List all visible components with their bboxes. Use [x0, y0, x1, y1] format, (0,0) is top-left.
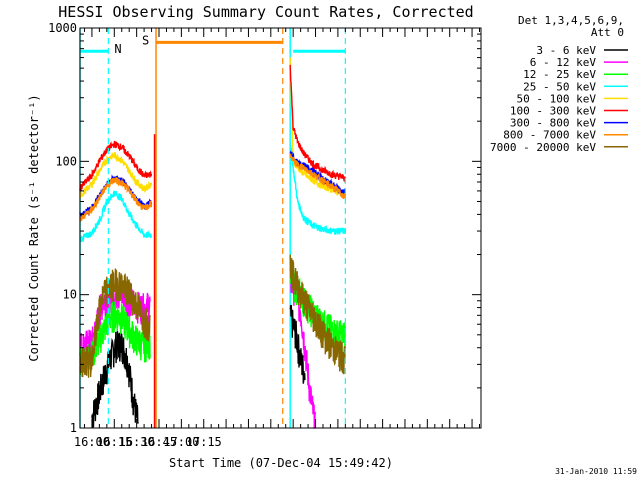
- flag-s-label: S: [142, 33, 149, 47]
- timestamp: 31-Jan-2010 11:59: [555, 467, 637, 476]
- legend-entry-100-300-kev: 100 - 300 keV: [510, 105, 596, 118]
- series-line-800-7000-kev-late: [289, 153, 346, 199]
- series-line-12-25-kev-late: [289, 254, 346, 352]
- plot-border: [79, 27, 482, 429]
- y-tick-label: 100: [55, 154, 77, 168]
- legend-header: Det 1,3,4,5,6,9,: [518, 14, 624, 27]
- series-line-25-50-kev: [79, 189, 153, 243]
- y-tick-label: 1000: [48, 21, 77, 35]
- series-line-7000-20000-kev: [79, 268, 151, 378]
- series-line-25-50-kev-late: [289, 144, 346, 236]
- series-line-100-300-kev-late: [289, 64, 346, 183]
- x-tick-label: 16:45: [141, 435, 177, 449]
- series-line-100-300-kev: [79, 140, 153, 191]
- y-axis-label: Corrected Count Rate (s⁻¹ detector⁻¹): [27, 94, 41, 361]
- x-tick-label: 16:30: [119, 435, 155, 449]
- legend-entry-25-50-kev: 25 - 50 keV: [523, 80, 596, 93]
- x-tick-label: 16:00: [74, 435, 110, 449]
- legend-entry-300-800-kev: 300 - 800 keV: [510, 117, 596, 130]
- x-tick-label: 17:15: [186, 435, 222, 449]
- legend-header: Att 0: [591, 26, 624, 39]
- x-axis-label: Start Time (07-Dec-04 15:49:42): [169, 456, 393, 470]
- series-line-3-6-kev: [91, 330, 139, 429]
- chart-title: HESSI Observing Summary Count Rates, Cor…: [58, 3, 473, 21]
- legend-entry-12-25-kev: 12 - 25 keV: [523, 68, 596, 81]
- x-tick-label: 17:00: [163, 435, 199, 449]
- x-tick-label: 16:15: [96, 435, 132, 449]
- plot-frame: [79, 27, 482, 429]
- legend-entry-800-7000-kev: 800 - 7000 keV: [503, 129, 596, 142]
- legend-entry-6-12-kev: 6 - 12 keV: [530, 56, 597, 69]
- series-line-800-7000-kev: [79, 176, 153, 222]
- series-line-3-6-kev-late: [289, 304, 306, 384]
- plot-area: NS: [79, 28, 346, 429]
- legend-entry-50-100-kev: 50 - 100 keV: [517, 92, 597, 105]
- legend-entry-7000-20000-kev: 7000 - 20000 keV: [490, 141, 596, 154]
- legend-entry-3-6-kev: 3 - 6 keV: [536, 44, 596, 57]
- series-line-50-100-kev: [79, 151, 153, 199]
- series-line-7000-20000-kev-late: [289, 254, 346, 375]
- flag-n-label: N: [114, 42, 121, 56]
- y-tick-label: 10: [63, 288, 77, 302]
- y-tick-label: 1: [70, 421, 77, 435]
